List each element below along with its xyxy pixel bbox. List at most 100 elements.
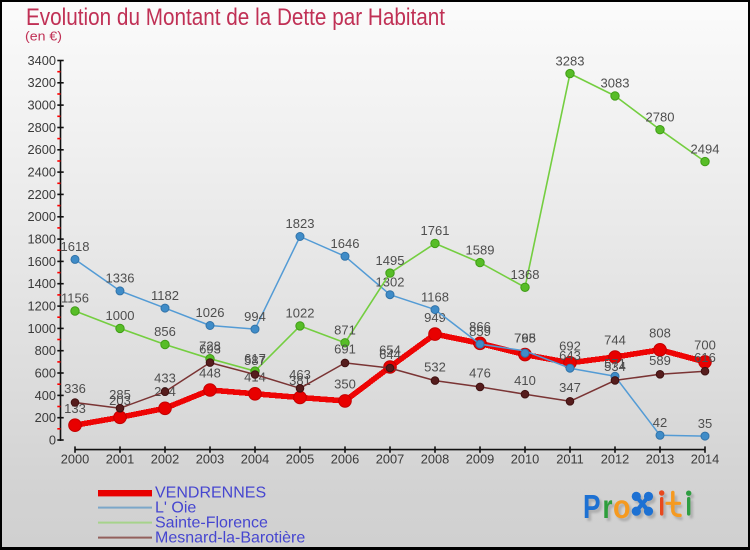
svg-text:2400: 2400 [28, 165, 56, 180]
svg-text:859: 859 [469, 324, 491, 339]
svg-text:1368: 1368 [511, 267, 540, 282]
svg-text:3400: 3400 [28, 53, 56, 68]
svg-text:2494: 2494 [691, 141, 720, 156]
svg-text:400: 400 [35, 388, 56, 403]
svg-text:133: 133 [64, 401, 86, 416]
svg-text:1000: 1000 [106, 308, 135, 323]
svg-text:2000: 2000 [61, 452, 89, 467]
svg-text:1182: 1182 [151, 288, 179, 303]
svg-text:1022: 1022 [286, 306, 315, 321]
svg-text:1168: 1168 [421, 289, 449, 304]
svg-text:42: 42 [653, 415, 667, 430]
svg-text:1026: 1026 [196, 305, 225, 320]
svg-text:2008: 2008 [421, 452, 449, 467]
svg-text:3000: 3000 [28, 98, 56, 113]
svg-text:1200: 1200 [28, 299, 56, 314]
svg-text:433: 433 [154, 370, 176, 385]
svg-text:2004: 2004 [241, 452, 269, 467]
svg-text:2007: 2007 [376, 452, 404, 467]
svg-text:2003: 2003 [196, 452, 224, 467]
svg-text:644: 644 [379, 347, 401, 362]
svg-text:P: P [583, 488, 601, 525]
svg-text:587: 587 [244, 353, 266, 368]
svg-text:1156: 1156 [61, 291, 89, 306]
svg-text:994: 994 [244, 309, 266, 324]
svg-text:448: 448 [199, 366, 221, 381]
svg-text:2200: 2200 [28, 187, 56, 202]
svg-text:693: 693 [199, 341, 221, 356]
svg-text:P: P [586, 491, 604, 528]
svg-text:532: 532 [424, 359, 446, 374]
svg-text:798: 798 [514, 331, 536, 346]
svg-text:Sainte-Florence: Sainte-Florence [155, 515, 268, 532]
svg-text:476: 476 [469, 366, 491, 381]
svg-text:2006: 2006 [331, 452, 359, 467]
svg-text:700: 700 [694, 338, 716, 353]
svg-text:856: 856 [154, 324, 176, 339]
svg-text:2001: 2001 [106, 452, 134, 467]
svg-text:o: o [613, 488, 631, 525]
svg-text:2009: 2009 [466, 452, 494, 467]
svg-text:1618: 1618 [61, 239, 90, 254]
svg-text:691: 691 [334, 342, 356, 357]
svg-text:2012: 2012 [601, 452, 629, 467]
svg-text:203: 203 [109, 393, 131, 408]
svg-text:866: 866 [469, 319, 491, 334]
svg-text:692: 692 [559, 339, 581, 354]
svg-text:200: 200 [35, 410, 56, 425]
svg-text:350: 350 [334, 377, 356, 392]
svg-text:1646: 1646 [331, 236, 360, 251]
svg-text:800: 800 [35, 343, 56, 358]
svg-text:35: 35 [698, 416, 712, 431]
svg-text:600: 600 [35, 365, 56, 380]
svg-text:1600: 1600 [28, 254, 56, 269]
svg-text:o: o [616, 491, 634, 528]
svg-text:410: 410 [514, 373, 536, 388]
svg-text:616: 616 [694, 350, 716, 365]
svg-text:2000: 2000 [28, 209, 56, 224]
svg-text:744: 744 [604, 333, 626, 348]
svg-text:589: 589 [649, 353, 671, 368]
svg-text:643: 643 [559, 348, 581, 363]
svg-text:L' Oie: L' Oie [155, 500, 196, 517]
svg-text:Evolution du Montant de la Det: Evolution du Montant de la Dette par Hab… [26, 4, 445, 31]
svg-text:3200: 3200 [28, 75, 56, 90]
svg-text:654: 654 [379, 343, 401, 358]
svg-text:871: 871 [334, 323, 356, 338]
svg-text:3083: 3083 [601, 76, 630, 91]
svg-text:571: 571 [604, 356, 626, 371]
svg-text:Mesnard-la-Barotière: Mesnard-la-Barotière [155, 530, 305, 547]
svg-text:3283: 3283 [556, 53, 585, 68]
svg-text:2010: 2010 [511, 452, 539, 467]
svg-text:2014: 2014 [691, 452, 719, 467]
svg-text:2800: 2800 [28, 120, 56, 135]
svg-text:728: 728 [199, 338, 221, 353]
svg-text:VENDRENNES: VENDRENNES [155, 485, 266, 502]
svg-text:2002: 2002 [151, 452, 179, 467]
svg-text:1336: 1336 [106, 271, 135, 286]
svg-text:808: 808 [649, 326, 671, 341]
svg-text:2011: 2011 [556, 452, 584, 467]
svg-text:1761: 1761 [421, 223, 450, 238]
svg-text:r: r [605, 491, 615, 528]
svg-text:347: 347 [559, 380, 581, 395]
svg-text:463: 463 [289, 367, 311, 382]
svg-text:1823: 1823 [286, 216, 315, 231]
svg-text:336: 336 [64, 381, 86, 396]
svg-text:1400: 1400 [28, 276, 56, 291]
svg-text:2780: 2780 [646, 109, 675, 124]
svg-text:1495: 1495 [376, 253, 405, 268]
svg-text:765: 765 [514, 330, 536, 345]
svg-text:1000: 1000 [28, 321, 56, 336]
svg-text:617: 617 [244, 351, 266, 366]
svg-text:285: 285 [109, 387, 131, 402]
svg-text:534: 534 [604, 359, 626, 374]
svg-text:r: r [603, 488, 613, 525]
svg-text:2600: 2600 [28, 142, 56, 157]
svg-text:0: 0 [49, 432, 56, 447]
svg-text:1800: 1800 [28, 232, 56, 247]
svg-text:2013: 2013 [646, 452, 674, 467]
svg-text:2005: 2005 [286, 452, 314, 467]
svg-text:(en €): (en €) [25, 30, 62, 44]
svg-text:1589: 1589 [466, 242, 495, 257]
